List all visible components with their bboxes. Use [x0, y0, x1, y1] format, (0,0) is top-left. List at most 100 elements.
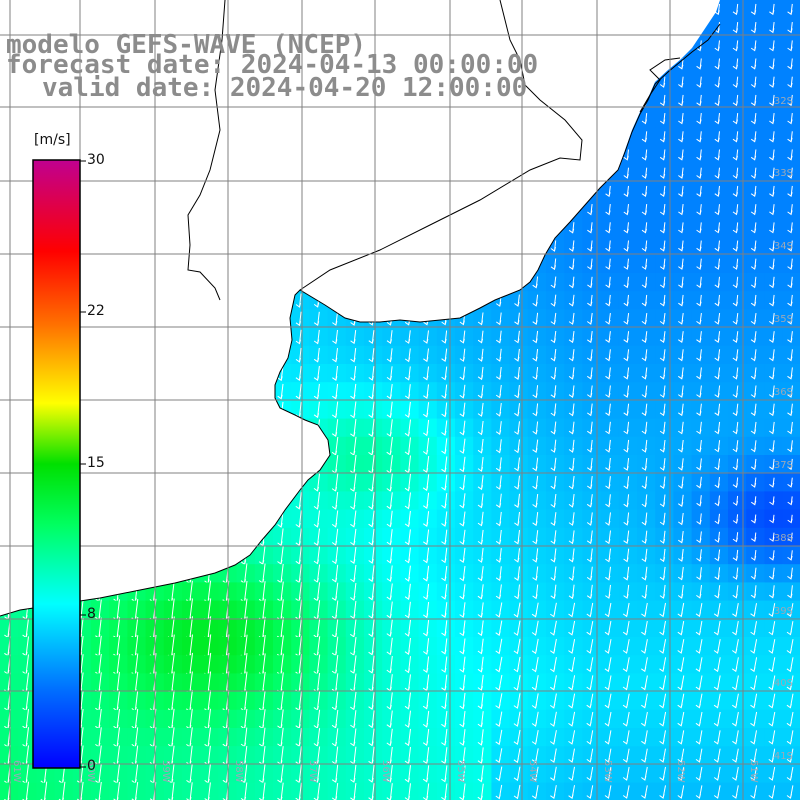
wind-arrow: [404, 765, 411, 783]
wind-arrow: [714, 549, 721, 562]
wind-arrow: [623, 313, 630, 325]
wind-arrow: [477, 312, 484, 326]
wind-arrow: [769, 76, 775, 88]
wind-arrow: [641, 785, 648, 799]
wind-arrow: [495, 748, 503, 764]
wind-arrow: [331, 709, 339, 729]
wind-arrow: [605, 439, 611, 453]
wind-arrow: [550, 584, 557, 600]
wind-arrow: [441, 692, 448, 710]
wind-arrow: [604, 675, 612, 691]
wind-arrow: [495, 421, 502, 436]
wind-arrow: [732, 167, 739, 179]
wind-arrow: [441, 584, 448, 600]
wind-arrow: [459, 602, 466, 618]
wind-arrow: [423, 601, 430, 619]
wind-arrow: [350, 546, 357, 565]
wind-arrow: [732, 3, 739, 16]
wind-arrow: [713, 711, 721, 727]
wind-arrow: [404, 384, 411, 400]
wind-arrow: [605, 494, 611, 508]
wind-arrow: [695, 711, 703, 727]
wind-arrow: [550, 512, 557, 527]
title-forecast-date: forecast date: 2024-04-13 00:00:00: [6, 50, 539, 80]
colorbar-tick-15: 15: [87, 455, 105, 471]
wind-arrow: [769, 276, 775, 289]
wind-arrow: [531, 620, 539, 636]
wind-arrow: [750, 94, 757, 107]
wind-arrow: [550, 693, 557, 709]
wind-arrow: [641, 421, 648, 435]
wind-arrow: [641, 476, 648, 490]
wind-arrow: [604, 602, 612, 618]
wind-arrow: [768, 693, 776, 709]
wind-arrow: [713, 693, 721, 709]
wind-arrow: [696, 313, 702, 325]
wind-arrow: [659, 548, 666, 563]
wind-arrow: [696, 549, 702, 562]
wind-arrow: [732, 131, 739, 143]
wind-arrow: [732, 440, 739, 453]
wind-arrow: [768, 675, 776, 691]
wind-arrow: [441, 638, 448, 655]
longitude-label: 61W: [11, 760, 22, 783]
wind-arrow: [313, 764, 321, 784]
wind-arrow: [531, 657, 539, 673]
wind-arrow: [623, 439, 630, 453]
wind-arrow: [350, 764, 357, 783]
wind-arrow: [550, 493, 557, 508]
wind-arrow: [477, 566, 484, 582]
wind-arrow: [732, 349, 739, 362]
wind-arrow: [623, 167, 629, 179]
wind-arrow: [331, 764, 339, 784]
wind-arrow: [732, 94, 739, 107]
wind-arrow: [441, 547, 448, 564]
wind-arrow: [350, 710, 357, 729]
wind-arrow: [586, 657, 594, 673]
wind-arrow: [769, 131, 775, 143]
wind-arrow: [623, 185, 629, 198]
wind-arrow: [641, 566, 648, 581]
wind-arrow: [568, 639, 576, 654]
wind-arrow: [605, 457, 611, 472]
wind-arrow: [568, 748, 575, 763]
wind-arrow: [659, 711, 667, 727]
wind-arrow: [678, 149, 684, 161]
wind-arrow: [732, 258, 739, 270]
wind-arrow: [787, 403, 793, 417]
wind-arrow: [732, 514, 739, 524]
wind-arrow: [514, 584, 520, 600]
wind-arrow: [423, 620, 430, 637]
wind-arrow: [605, 258, 611, 270]
wind-arrow: [622, 693, 630, 709]
wind-arrow: [641, 113, 648, 125]
wind-arrow: [459, 493, 466, 509]
wind-arrow: [532, 439, 539, 454]
wind-arrow: [623, 494, 630, 508]
wind-arrow: [696, 204, 702, 216]
wind-arrow: [678, 94, 684, 107]
wind-arrow: [532, 512, 539, 527]
wind-arrow: [568, 766, 575, 781]
wind-arrow: [495, 602, 503, 618]
wind-arrow: [659, 276, 666, 289]
wind-arrow: [587, 457, 593, 472]
latitude-label: 34S: [774, 241, 793, 252]
wind-arrow: [750, 550, 757, 561]
wind-arrow: [350, 618, 357, 638]
wind-arrow: [696, 513, 702, 525]
wind-arrow: [787, 349, 793, 362]
wind-arrow: [568, 548, 575, 563]
wind-arrow: [495, 784, 503, 800]
wind-arrow: [769, 222, 775, 234]
wind-arrow: [605, 276, 611, 289]
wind-arrow: [750, 603, 757, 618]
title-model: modelo GEFS-WAVE (NCEP): [6, 30, 367, 60]
wind-arrow: [641, 748, 648, 763]
wind-arrow: [568, 240, 575, 252]
wind-arrow: [513, 693, 521, 709]
wind-arrow: [641, 331, 648, 344]
wind-arrow: [677, 730, 685, 745]
wind-arrow: [714, 131, 720, 143]
wind-arrow: [459, 566, 466, 582]
